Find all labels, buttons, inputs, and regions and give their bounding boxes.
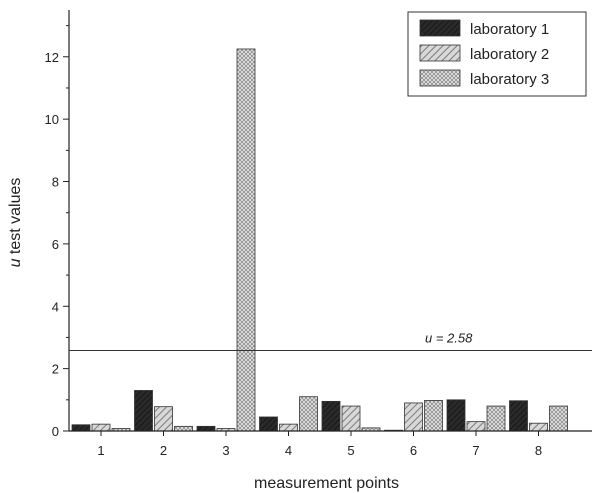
x-tick-label: 1	[97, 443, 104, 458]
y-tick-label: 4	[52, 299, 59, 314]
bar-series3-point-2	[174, 425, 193, 432]
legend: laboratory 1 laboratory 2 laboratory 3	[407, 11, 587, 97]
bars-group	[71, 48, 568, 432]
reference-line-group: u = 2.58	[69, 331, 592, 352]
bar-series1-point-4	[259, 416, 278, 432]
bar-series1-point-5	[321, 400, 341, 432]
y-tick-label: 8	[52, 175, 59, 190]
bar-series1-point-3	[196, 425, 216, 432]
legend-swatch-3	[419, 69, 461, 87]
bar-series2-point-2	[154, 406, 173, 432]
y-tick-label: 0	[52, 424, 59, 439]
bar-series2-point-5	[341, 405, 361, 432]
legend-swatch-2	[419, 44, 461, 62]
x-tick-label: 2	[160, 443, 167, 458]
bar-series3-point-4	[299, 396, 318, 432]
bar-series3-point-6	[424, 400, 443, 432]
bar-series2-point-8	[529, 422, 548, 432]
bar-series3-point-3	[236, 48, 256, 432]
x-tick-label: 3	[222, 443, 229, 458]
x-tick-label: 4	[285, 443, 292, 458]
y-axis-title: u test values	[7, 178, 24, 268]
legend-label-3: laboratory 3	[470, 71, 549, 88]
bar-series1-point-1	[71, 424, 91, 432]
y-tick-label: 10	[45, 112, 59, 127]
x-tick-label: 6	[410, 443, 417, 458]
y-tick-label: 6	[52, 237, 59, 252]
y-axis-title-italic: u	[7, 258, 24, 267]
y-tick-label: 12	[45, 50, 59, 65]
bar-series2-point-1	[91, 423, 111, 432]
bar-series2-point-7	[466, 421, 486, 432]
reference-line-label: u = 2.58	[425, 331, 473, 346]
y-axis-title-rest: test values	[7, 178, 24, 259]
legend-label-2: laboratory 2	[470, 46, 549, 63]
bar-series3-point-7	[486, 405, 506, 432]
x-axis-title: measurement points	[254, 475, 399, 492]
x-tick-label: 7	[472, 443, 479, 458]
bar-series1-point-2	[134, 390, 153, 432]
y-tick-label: 2	[52, 362, 59, 377]
x-tick-label: 8	[535, 443, 542, 458]
bar-series1-point-8	[509, 400, 528, 432]
bar-series2-point-4	[279, 423, 298, 432]
legend-swatch-1	[419, 19, 461, 37]
x-tick-label: 5	[347, 443, 354, 458]
legend-label-1: laboratory 1	[470, 21, 549, 38]
bar-series2-point-6	[404, 402, 423, 432]
bar-series3-point-8	[549, 405, 568, 432]
bar-series1-point-7	[446, 399, 466, 432]
